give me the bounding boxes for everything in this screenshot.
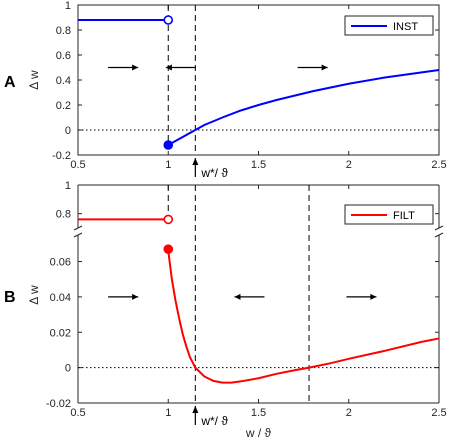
xlabel-b: w / ϑ — [245, 426, 272, 440]
break-mark-b-1-2 — [434, 232, 444, 238]
annotation-a: w*/ ϑ — [200, 166, 228, 180]
ytick-label-a-4: 0.6 — [56, 50, 71, 62]
marker-b-1 — [163, 244, 174, 254]
ytick-label-b-upper-1: 1 — [65, 180, 71, 192]
legend-text-b: FILT — [393, 210, 415, 222]
xtick-label-a-1: 1 — [165, 159, 171, 171]
marker-b-0 — [163, 214, 174, 225]
series-line-b-1 — [167, 250, 440, 384]
xtick-label-a-3: 2 — [346, 159, 352, 171]
ytick-label-b-lower-0: -0.02 — [46, 398, 71, 410]
panel-label-a: A — [4, 74, 16, 91]
marker-a-1 — [163, 140, 174, 150]
annotation-b: w*/ ϑ — [200, 414, 228, 428]
xtick-label-a-4: 2.5 — [431, 159, 446, 171]
ytick-label-b-lower-3: 0.04 — [50, 292, 71, 304]
xtick-label-b-0: 0.5 — [70, 407, 85, 419]
ytick-label-b-lower-2: 0.02 — [50, 327, 71, 339]
xtick-label-b-4: 2.5 — [431, 407, 446, 419]
ytick-label-a-3: 0.4 — [56, 75, 71, 87]
arrow-b-2-head — [370, 293, 377, 300]
ylabel-b: Δ w — [27, 285, 41, 305]
ytick-label-b-lower-4: 0.06 — [50, 257, 71, 269]
ytick-label-b-upper-0: 0.8 — [56, 209, 71, 221]
arrow-b-0-head — [132, 293, 139, 300]
plot-area-b-lower — [78, 235, 439, 403]
legend-box-a — [344, 15, 434, 36]
annot-arrowhead-b — [192, 406, 199, 413]
xtick-label-b-2: 1.5 — [251, 407, 266, 419]
ytick-label-a-1: 0 — [65, 125, 71, 137]
break-mark-b-0-2 — [73, 232, 83, 238]
xtick-label-b-1: 1 — [165, 407, 171, 419]
legend-box-b — [344, 204, 434, 225]
arrow-a-2-head — [321, 64, 328, 71]
panel-label-b: B — [4, 289, 16, 306]
ytick-label-a-6: 1 — [65, 0, 71, 12]
arrow-b-1-head — [234, 293, 241, 300]
ylabel-a: Δ w — [27, 70, 41, 90]
annot-arrowhead-a — [192, 158, 199, 165]
break-mark-b-1-1 — [434, 225, 444, 231]
ytick-label-a-2: 0.2 — [56, 100, 71, 112]
legend-text-a: INST — [393, 21, 418, 33]
marker-a-0 — [163, 15, 174, 25]
ytick-label-b-lower-1: 0 — [65, 363, 71, 375]
break-mark-b-0-1 — [73, 225, 83, 231]
xtick-label-a-0: 0.5 — [70, 159, 85, 171]
series-line-a-1 — [167, 69, 440, 146]
arrow-a-0-head — [132, 64, 139, 71]
xtick-label-a-2: 1.5 — [251, 159, 266, 171]
xtick-label-b-3: 2 — [346, 407, 352, 419]
ytick-label-a-5: 0.8 — [56, 25, 71, 37]
ytick-label-a-0: -0.2 — [52, 150, 71, 162]
arrow-a-1-head — [165, 64, 172, 71]
